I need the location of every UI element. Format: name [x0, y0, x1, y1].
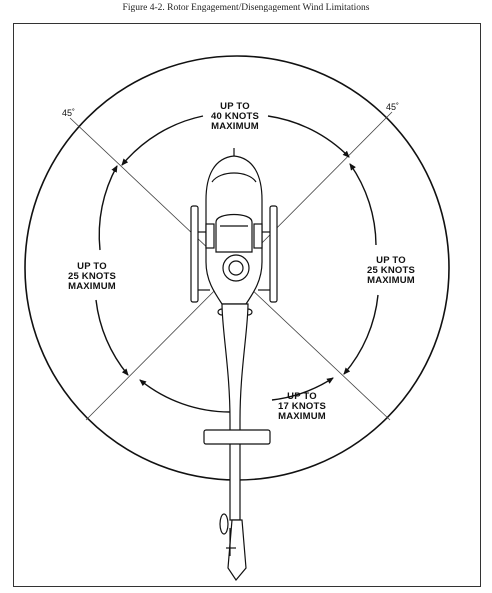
zone-right-line-3: MAXIMUM [367, 275, 415, 286]
helicopter-top-view [190, 148, 278, 582]
figure-caption: Figure 4-2. Rotor Engagement/Disengageme… [122, 3, 370, 13]
zone-front-line-3: MAXIMUM [211, 121, 259, 132]
zone-label-rear: UP TO 17 KNOTS MAXIMUM [266, 392, 338, 422]
arc-arrow-left-top [98, 165, 118, 251]
arc-arrow-rear-right [271, 377, 334, 401]
zone-left-line-3: MAXIMUM [68, 281, 116, 292]
zone-right-line-2: 25 KNOTS [366, 265, 416, 276]
zone-front-line-1: UP TO [220, 101, 250, 112]
zone-left-line-1: UP TO [77, 261, 107, 272]
zone-label-right: UP TO 25 KNOTS MAXIMUM [355, 256, 427, 286]
zone-label-front: UP TO 40 KNOTS MAXIMUM [195, 102, 275, 132]
zone-label-left: UP TO 25 KNOTS MAXIMUM [58, 262, 126, 292]
zone-rear-line-3: MAXIMUM [278, 411, 326, 422]
arc-arrow-rear-left [139, 379, 231, 413]
arc-arrow-front-left [121, 115, 204, 166]
figure-frame [13, 23, 481, 587]
zone-rear-line-1: UP TO [287, 391, 317, 402]
zone-rear-line-2: 17 KNOTS [277, 401, 327, 412]
zone-left-line-2: 25 KNOTS [67, 271, 117, 282]
angle-label-right: 45˚ [386, 102, 400, 112]
arc-arrow-left-bottom [95, 299, 129, 376]
angle-label-left: 45˚ [62, 108, 76, 118]
arc-arrow-right-top [349, 163, 377, 246]
arc-arrow-right-bottom [343, 294, 379, 375]
zone-front-line-2: 40 KNOTS [210, 111, 260, 122]
arc-arrow-front-right [267, 115, 350, 158]
zone-right-line-1: UP TO [376, 255, 406, 266]
